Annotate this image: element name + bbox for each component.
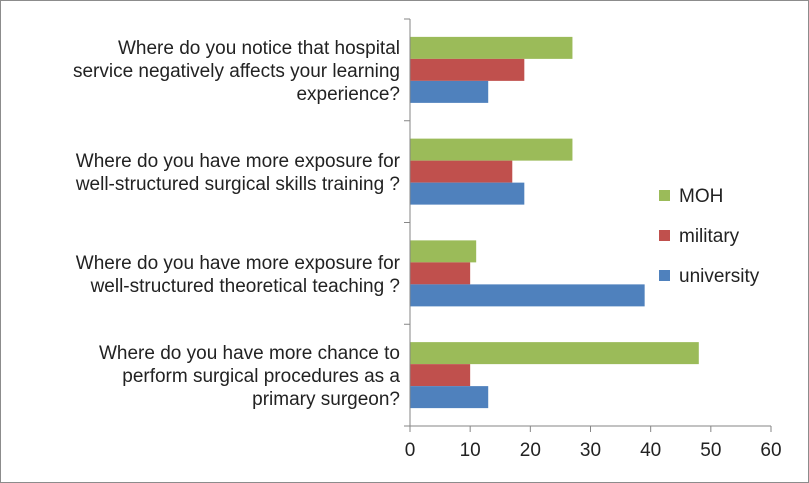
category-label-line: Where do you notice that hospital	[118, 38, 400, 59]
legend-label-military: military	[679, 226, 740, 247]
category-label-4: Where do you have more chance to perform …	[99, 343, 400, 410]
bar-university-4	[410, 386, 489, 409]
x-tick-label: 10	[460, 440, 481, 461]
category-label-line: well-structured theoretical teaching ?	[90, 276, 400, 297]
category-label-line: perform surgical procedures as a	[122, 366, 400, 387]
bar-university-3	[410, 284, 645, 307]
bars-layer	[410, 36, 699, 409]
bar-military-3	[410, 262, 471, 285]
bar-military-2	[410, 160, 513, 183]
x-tick-label: 0	[405, 440, 416, 461]
x-tick-label: 40	[640, 440, 661, 461]
x-tick-label: 30	[580, 440, 601, 461]
category-label-line: Where do you have more exposure for	[76, 151, 401, 172]
bar-MOH-1	[410, 36, 573, 59]
bar-university-2	[410, 182, 525, 205]
category-label-3: Where do you have more exposure for well-…	[76, 253, 401, 297]
legend-swatch-MOH	[659, 190, 670, 201]
legend-label-MOH: MOH	[679, 186, 723, 207]
category-label-line: primary surgeon?	[252, 389, 400, 410]
category-labels-layer: Where do you notice that hospital service…	[73, 38, 401, 410]
x-tick-label: 20	[520, 440, 541, 461]
bar-MOH-2	[410, 138, 573, 161]
legend-label-university: university	[679, 266, 760, 287]
legend-swatch-military	[659, 230, 670, 241]
bar-MOH-3	[410, 240, 477, 263]
bar-military-4	[410, 364, 471, 387]
axis-layer: 0 10 20 30 40 50 60	[404, 18, 782, 461]
bar-MOH-4	[410, 342, 699, 365]
legend: MOH military university	[659, 186, 760, 287]
category-label-line: Where do you have more chance to	[99, 343, 400, 364]
bar-university-1	[410, 80, 489, 103]
category-label-line: experience?	[296, 84, 400, 105]
bar-military-1	[410, 58, 525, 81]
category-label-line: well-structured surgical skills training…	[75, 174, 400, 195]
x-tick-label: 50	[700, 440, 721, 461]
category-label-line: service negatively affects your learning	[73, 61, 400, 82]
x-tick-label: 60	[760, 440, 781, 461]
category-label-line: Where do you have more exposure for	[76, 253, 401, 274]
legend-swatch-university	[659, 270, 670, 281]
category-label-2: Where do you have more exposure for well-…	[75, 151, 401, 195]
category-label-1: Where do you notice that hospital service…	[73, 38, 400, 105]
